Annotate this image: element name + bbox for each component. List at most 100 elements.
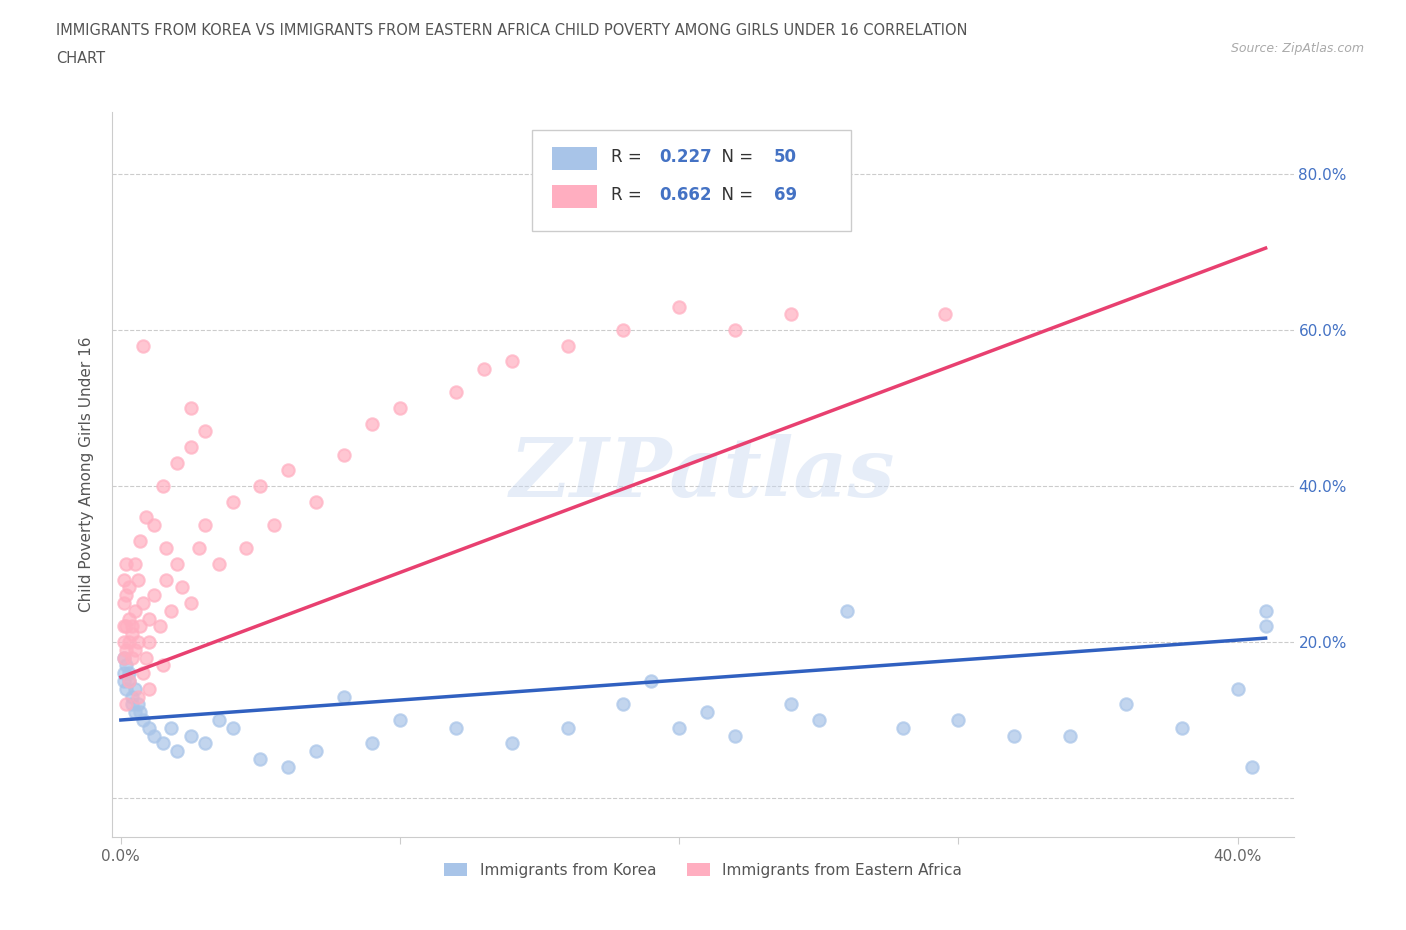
Point xyxy=(333,447,356,462)
Legend: Immigrants from Korea, Immigrants from Eastern Africa: Immigrants from Korea, Immigrants from E… xyxy=(439,857,967,884)
Point xyxy=(118,580,141,595)
Point xyxy=(696,705,718,720)
Point xyxy=(1254,619,1277,634)
Point xyxy=(780,697,803,711)
Point xyxy=(501,736,523,751)
Point xyxy=(557,339,579,353)
Text: 50: 50 xyxy=(773,148,797,166)
Point xyxy=(127,572,149,587)
Text: 69: 69 xyxy=(773,186,797,204)
FancyBboxPatch shape xyxy=(531,130,851,232)
Point xyxy=(188,541,211,556)
Point xyxy=(143,518,166,533)
Point xyxy=(180,595,202,610)
Point xyxy=(891,721,914,736)
Point xyxy=(1171,721,1194,736)
Point xyxy=(127,689,149,704)
Point xyxy=(249,479,271,494)
Point xyxy=(132,339,155,353)
Point xyxy=(115,556,138,571)
Point xyxy=(129,705,152,720)
Point xyxy=(277,463,299,478)
Point xyxy=(115,658,138,672)
Point xyxy=(221,494,243,509)
Point xyxy=(249,751,271,766)
Point xyxy=(277,760,299,775)
Point xyxy=(152,736,174,751)
Point xyxy=(835,604,858,618)
Point xyxy=(155,541,177,556)
Point xyxy=(194,424,217,439)
Point xyxy=(1002,728,1025,743)
Point xyxy=(180,440,202,455)
Point xyxy=(138,721,160,736)
Point xyxy=(180,728,202,743)
Bar xyxy=(551,185,596,208)
Text: N =: N = xyxy=(711,186,759,204)
Point xyxy=(361,416,384,431)
Text: R =: R = xyxy=(610,186,647,204)
Point xyxy=(124,705,146,720)
Point xyxy=(166,744,188,759)
Point xyxy=(118,666,141,681)
Point xyxy=(124,682,146,697)
Point xyxy=(121,689,143,704)
Point xyxy=(132,666,155,681)
Point xyxy=(124,556,146,571)
Point xyxy=(135,510,157,525)
Point xyxy=(124,643,146,658)
Point xyxy=(115,697,138,711)
Y-axis label: Child Poverty Among Girls Under 16: Child Poverty Among Girls Under 16 xyxy=(79,337,94,612)
Point xyxy=(112,634,135,649)
Point xyxy=(124,604,146,618)
Point xyxy=(207,556,229,571)
Point xyxy=(501,353,523,368)
Point xyxy=(132,595,155,610)
Point xyxy=(1226,682,1249,697)
Point xyxy=(172,580,194,595)
Point xyxy=(127,697,149,711)
Point xyxy=(1254,604,1277,618)
Point xyxy=(668,299,690,314)
Point xyxy=(112,572,135,587)
Point xyxy=(112,650,135,665)
Point xyxy=(780,307,803,322)
Point xyxy=(152,658,174,672)
Point xyxy=(129,533,152,548)
Point xyxy=(263,518,285,533)
Point xyxy=(194,736,217,751)
Point xyxy=(166,556,188,571)
Point xyxy=(112,673,135,688)
Point xyxy=(948,712,970,727)
Point xyxy=(612,697,634,711)
Point xyxy=(115,619,138,634)
Point xyxy=(112,619,135,634)
Point xyxy=(612,323,634,338)
Point xyxy=(115,682,138,697)
Point xyxy=(143,728,166,743)
Point xyxy=(1115,697,1137,711)
Text: IMMIGRANTS FROM KOREA VS IMMIGRANTS FROM EASTERN AFRICA CHILD POVERTY AMONG GIRL: IMMIGRANTS FROM KOREA VS IMMIGRANTS FROM… xyxy=(56,23,967,38)
Point xyxy=(724,728,747,743)
Point xyxy=(305,494,328,509)
Text: R =: R = xyxy=(610,148,647,166)
Point xyxy=(118,673,141,688)
Point xyxy=(121,619,143,634)
Point xyxy=(207,712,229,727)
Point xyxy=(112,650,135,665)
Text: 0.227: 0.227 xyxy=(659,148,711,166)
Text: Source: ZipAtlas.com: Source: ZipAtlas.com xyxy=(1230,42,1364,55)
Point xyxy=(807,712,830,727)
Point xyxy=(444,721,467,736)
Point xyxy=(118,611,141,626)
Point xyxy=(127,634,149,649)
Point xyxy=(138,634,160,649)
Text: ZIPatlas: ZIPatlas xyxy=(510,434,896,514)
Point xyxy=(121,650,143,665)
Point xyxy=(138,682,160,697)
Point xyxy=(472,362,495,377)
Point xyxy=(152,479,174,494)
Point xyxy=(160,721,183,736)
Point xyxy=(640,673,662,688)
Point xyxy=(135,650,157,665)
